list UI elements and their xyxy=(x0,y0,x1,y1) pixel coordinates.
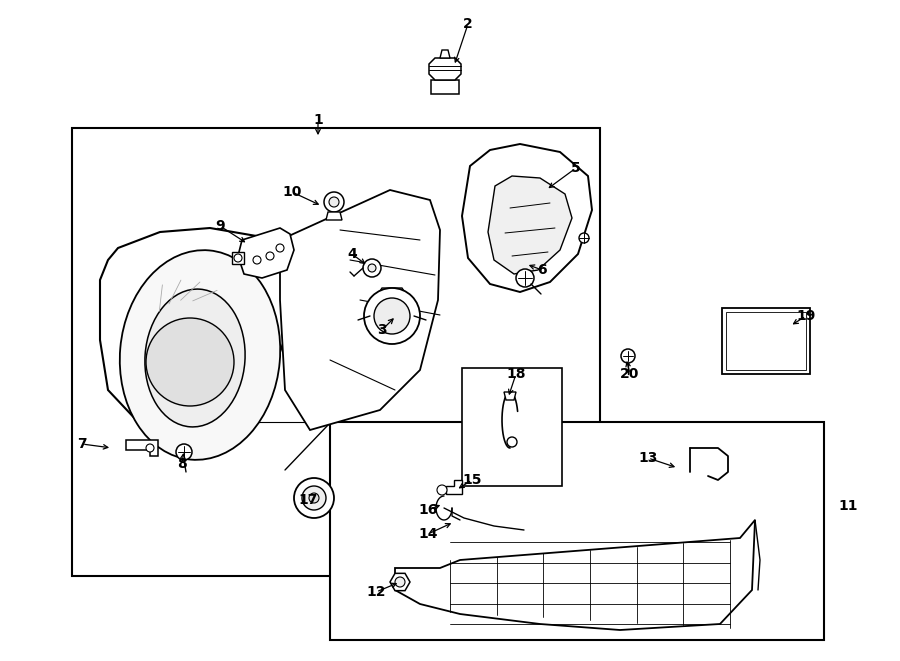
Text: 4: 4 xyxy=(347,247,357,261)
Text: 3: 3 xyxy=(377,323,387,337)
Circle shape xyxy=(329,197,339,207)
Text: 9: 9 xyxy=(215,219,225,233)
Polygon shape xyxy=(326,212,342,220)
Polygon shape xyxy=(446,480,462,494)
Text: 18: 18 xyxy=(506,367,526,381)
Polygon shape xyxy=(232,252,244,264)
Circle shape xyxy=(364,288,420,344)
Circle shape xyxy=(374,298,410,334)
Circle shape xyxy=(302,486,326,510)
Text: 13: 13 xyxy=(638,451,658,465)
Text: 5: 5 xyxy=(572,161,580,175)
Circle shape xyxy=(395,577,405,587)
Ellipse shape xyxy=(145,289,245,427)
Polygon shape xyxy=(429,58,461,80)
Circle shape xyxy=(516,269,534,287)
Bar xyxy=(72,128,600,576)
Circle shape xyxy=(368,264,376,272)
Text: 16: 16 xyxy=(418,503,437,517)
Polygon shape xyxy=(395,520,755,630)
Polygon shape xyxy=(488,176,572,274)
Text: 10: 10 xyxy=(283,185,302,199)
Polygon shape xyxy=(431,80,459,94)
Text: 14: 14 xyxy=(418,527,437,541)
Polygon shape xyxy=(378,288,406,310)
Polygon shape xyxy=(100,228,300,432)
Text: 2: 2 xyxy=(464,17,472,31)
Text: 12: 12 xyxy=(366,585,386,599)
Circle shape xyxy=(294,478,334,518)
Text: 7: 7 xyxy=(77,437,86,451)
Polygon shape xyxy=(238,228,294,278)
Polygon shape xyxy=(280,190,440,430)
Polygon shape xyxy=(462,144,592,292)
Text: 15: 15 xyxy=(463,473,482,487)
Text: 6: 6 xyxy=(537,263,547,277)
Circle shape xyxy=(234,254,242,262)
Text: 17: 17 xyxy=(298,493,318,507)
Polygon shape xyxy=(390,573,410,591)
Circle shape xyxy=(309,493,319,503)
Circle shape xyxy=(176,444,192,460)
Polygon shape xyxy=(504,392,516,400)
Circle shape xyxy=(324,192,344,212)
Circle shape xyxy=(253,256,261,264)
Circle shape xyxy=(146,444,154,452)
Bar xyxy=(462,368,562,486)
Circle shape xyxy=(507,437,517,447)
Circle shape xyxy=(437,485,447,495)
Text: 20: 20 xyxy=(620,367,640,381)
Circle shape xyxy=(146,318,234,406)
Bar xyxy=(722,308,810,374)
Polygon shape xyxy=(440,50,450,58)
Text: 8: 8 xyxy=(177,457,187,471)
Text: 11: 11 xyxy=(838,499,858,513)
Circle shape xyxy=(579,233,589,243)
Circle shape xyxy=(621,349,635,363)
Circle shape xyxy=(363,259,381,277)
Bar xyxy=(330,422,824,640)
Bar xyxy=(726,312,806,370)
Circle shape xyxy=(266,252,274,260)
Text: 19: 19 xyxy=(796,309,815,323)
Circle shape xyxy=(276,244,284,252)
Polygon shape xyxy=(126,440,158,456)
Text: 1: 1 xyxy=(313,113,323,127)
Ellipse shape xyxy=(120,250,280,460)
